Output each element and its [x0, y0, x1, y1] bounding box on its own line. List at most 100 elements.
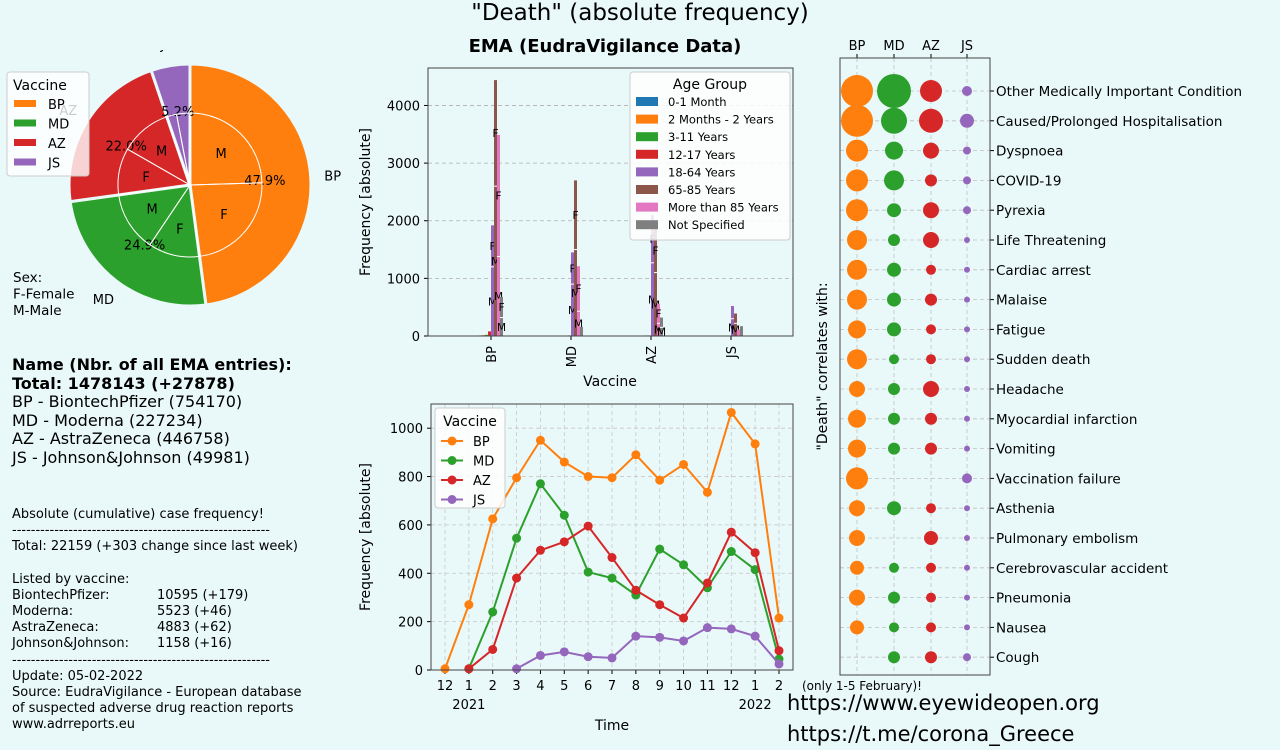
- line-point-bp: [655, 476, 664, 485]
- line-x-tick-label: 7: [608, 679, 616, 694]
- inner-sex-label: F: [142, 170, 149, 185]
- summary-js: JS - Johnson&Johnson (49981): [12, 449, 357, 468]
- bubble-js-other-medically-important-condition: [962, 86, 972, 96]
- line-legend-marker-az: [448, 476, 457, 485]
- bar-sex-label-m: M: [657, 327, 666, 339]
- bubble-az-dyspnoea: [923, 143, 939, 159]
- bubble-row-label-pyrexia: Pyrexia: [996, 203, 1045, 219]
- bubble-js-headache: [964, 386, 970, 392]
- bubble-row-label-sudden-death: Sudden death: [996, 352, 1090, 368]
- bubble-md-fatigue: [887, 322, 901, 336]
- line-point-az: [488, 645, 497, 654]
- bar-y-tick-label: 2000: [387, 215, 420, 230]
- summary-heading: Name (Nbr. of all EMA entries):: [12, 356, 357, 375]
- bubble-row-label-fatigue: Fatigue: [996, 322, 1045, 338]
- bar-y-tick-label: 1000: [387, 272, 420, 287]
- bar-y-tick-label: 4000: [387, 99, 420, 114]
- bar-sex-label-f: F: [495, 191, 501, 203]
- line-point-az: [608, 553, 617, 562]
- line-point-az: [631, 586, 640, 595]
- inner-sex-label: M: [156, 145, 167, 160]
- case-row-bp: BiontechPfizer:10595 (+179): [12, 588, 357, 604]
- bubble-col-label-bp: BP: [849, 39, 866, 54]
- line-x-tick-label: 3: [512, 679, 520, 694]
- case-frequency-block: Absolute (cumulative) case frequency! --…: [12, 507, 357, 734]
- bubble-md-pyrexia: [887, 203, 901, 217]
- bar-legend-swatch-more-than-85-years: [636, 203, 658, 212]
- pie-vaccine-label-js: JS: [160, 50, 173, 53]
- bubble-az-asthenia: [926, 503, 936, 513]
- bar-legend-swatch-18-64-years: [636, 167, 658, 176]
- line-point-az: [727, 528, 736, 537]
- line-point-js: [584, 652, 593, 661]
- telegram-link[interactable]: https://t.me/corona_Greece: [787, 719, 1100, 750]
- source-line-1: Source: EudraVigilance - European databa…: [12, 685, 357, 701]
- bubble-bp-sudden-death: [847, 349, 867, 369]
- summary-total: Total: 1478143 (+27878): [12, 375, 357, 394]
- inner-sex-label: M: [215, 147, 226, 162]
- bubble-bp-vaccination-failure: [846, 467, 868, 489]
- bubble-row-label-cerebrovascular-accident: Cerebrovascular accident: [996, 561, 1168, 577]
- bubble-az-cough: [925, 651, 937, 663]
- line-point-bp: [441, 664, 450, 673]
- bubble-bp-pneumonia: [849, 590, 865, 606]
- bubble-row-label-other-medically-important-condition: Other Medically Important Condition: [996, 84, 1242, 100]
- case-row-js: Johnson&Johnson:1158 (+16): [12, 636, 357, 652]
- bar-legend-swatch-2-months-2-years: [636, 115, 658, 124]
- line-point-bp: [488, 514, 497, 523]
- bubble-bp-nausea: [850, 620, 864, 634]
- bubble-js-cardiac-arrest: [964, 267, 970, 273]
- line-legend-label-az: AZ: [473, 474, 491, 489]
- cases-heading: Absolute (cumulative) case frequency!: [12, 507, 357, 523]
- bubble-bp-pulmonary-embolism: [849, 530, 865, 546]
- bar-legend-title: Age Group: [673, 77, 747, 93]
- page-title: "Death" (absolute frequency): [0, 0, 1280, 26]
- bar-md-not-specified: [580, 327, 583, 336]
- line-point-md: [512, 534, 521, 543]
- bubble-row-label-headache: Headache: [996, 382, 1064, 398]
- bubble-row-label-covid-19: COVID-19: [996, 173, 1061, 189]
- bubble-az-cardiac-arrest: [926, 265, 936, 275]
- bubble-md-covid-19: [884, 170, 904, 190]
- sex-note-line: M-Male: [13, 303, 62, 319]
- bar-sex-label-f: F: [652, 246, 658, 258]
- website-link[interactable]: https://www.eyewideopen.org: [787, 688, 1100, 719]
- line-point-bp: [560, 458, 569, 467]
- line-point-bp: [536, 436, 545, 445]
- bubble-row-label-dyspnoea: Dyspnoea: [996, 144, 1063, 160]
- line-y-tick-label: 600: [398, 519, 423, 534]
- line-y-axis-label: Frequency [absolute]: [358, 463, 374, 611]
- line-point-js: [655, 633, 664, 642]
- bar-js-more-than-85-years: [737, 330, 740, 336]
- sex-note-line: Sex:: [13, 270, 42, 286]
- bubble-js-covid-19: [963, 176, 971, 184]
- line-point-js: [751, 632, 760, 641]
- line-point-md: [560, 511, 569, 520]
- bubble-js-pyrexia: [963, 206, 971, 214]
- bar-x-tick-label-az: AZ: [645, 346, 660, 364]
- bar-x-axis-label: Vaccine: [583, 374, 637, 390]
- line-x-tick-label: 10: [675, 679, 692, 694]
- bar-y-axis-label: Frequency [absolute]: [358, 128, 374, 276]
- bubble-row-label-cardiac-arrest: Cardiac arrest: [996, 263, 1091, 279]
- bubble-md-life-threatening: [888, 234, 900, 246]
- bubble-az-headache: [923, 381, 939, 397]
- bar-legend-label-not-specified: Not Specified: [668, 218, 745, 232]
- bubble-row-label-malaise: Malaise: [996, 293, 1047, 309]
- bubble-md-caused-prolonged-hospitalisation: [881, 108, 907, 134]
- line-legend-label-bp: BP: [473, 435, 490, 450]
- line-point-md: [655, 545, 664, 554]
- bubble-md-cough: [888, 651, 900, 663]
- bubble-bp-fatigue: [848, 320, 866, 338]
- bubble-md-sudden-death: [889, 354, 899, 364]
- bubble-js-vomiting: [964, 446, 970, 452]
- bar-sex-label-f: F: [572, 210, 578, 222]
- line-y-tick-label: 800: [398, 471, 423, 486]
- pie-pct-label-bp: 47.9%: [244, 174, 285, 189]
- line-y-tick-label: 200: [398, 616, 423, 631]
- pie-legend-label-js: JS: [47, 157, 60, 172]
- cases-listed: Listed by vaccine:: [12, 572, 357, 588]
- line-point-bp: [631, 450, 640, 459]
- line-legend-marker-md: [448, 456, 457, 465]
- bubble-col-label-js: JS: [960, 39, 973, 54]
